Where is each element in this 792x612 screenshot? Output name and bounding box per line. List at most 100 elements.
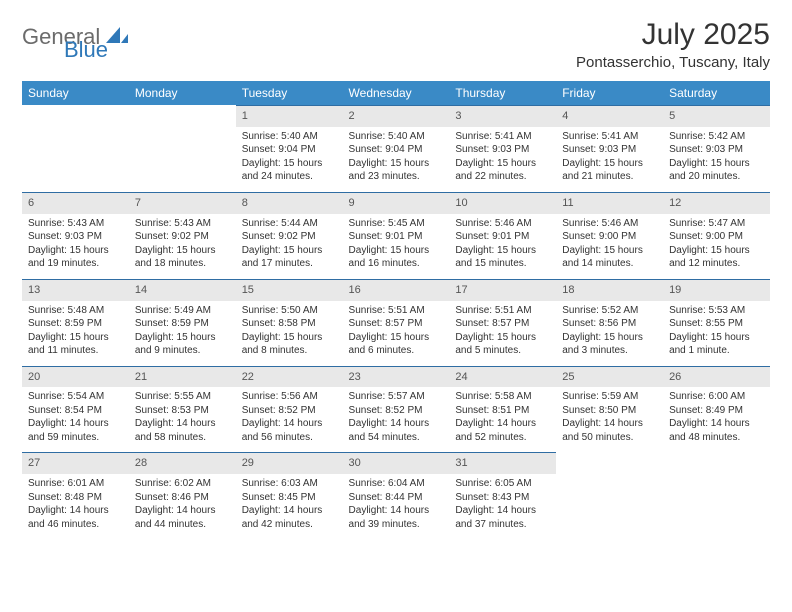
day-line: Sunrise: 5:59 AM (562, 390, 657, 404)
calendar-week-row: 20Sunrise: 5:54 AMSunset: 8:54 PMDayligh… (22, 366, 770, 453)
day-line: Sunset: 8:58 PM (242, 317, 337, 331)
day-line: Sunrise: 6:00 AM (669, 390, 764, 404)
day-number: 19 (663, 279, 770, 301)
day-number: 2 (343, 105, 450, 127)
dow-sunday: Sunday (22, 81, 129, 105)
day-line: and 9 minutes. (135, 344, 230, 358)
day-line: Sunrise: 5:47 AM (669, 217, 764, 231)
day-line: and 11 minutes. (28, 344, 123, 358)
page-header: General Blue July 2025 Pontasserchio, Tu… (22, 18, 770, 71)
day-number: 5 (663, 105, 770, 127)
day-line: Sunset: 8:57 PM (349, 317, 444, 331)
day-line: Sunset: 9:03 PM (455, 143, 550, 157)
day-number: 14 (129, 279, 236, 301)
day-line: Daylight: 15 hours (28, 331, 123, 345)
day-body: Sunrise: 5:40 AMSunset: 9:04 PMDaylight:… (236, 127, 343, 192)
day-line: Sunset: 9:01 PM (455, 230, 550, 244)
day-line: Sunset: 9:01 PM (349, 230, 444, 244)
day-line: and 21 minutes. (562, 170, 657, 184)
day-number: 21 (129, 366, 236, 388)
day-number: 22 (236, 366, 343, 388)
day-body: Sunrise: 6:05 AMSunset: 8:43 PMDaylight:… (449, 474, 556, 539)
day-line: Sunrise: 5:46 AM (455, 217, 550, 231)
day-cell: 22Sunrise: 5:56 AMSunset: 8:52 PMDayligh… (236, 366, 343, 453)
day-line: Sunrise: 5:51 AM (349, 304, 444, 318)
day-line: Sunset: 9:04 PM (242, 143, 337, 157)
day-line: Daylight: 15 hours (135, 331, 230, 345)
day-line: Sunrise: 5:55 AM (135, 390, 230, 404)
day-line: Sunrise: 5:53 AM (669, 304, 764, 318)
day-body: Sunrise: 5:49 AMSunset: 8:59 PMDaylight:… (129, 301, 236, 366)
day-body: Sunrise: 5:59 AMSunset: 8:50 PMDaylight:… (556, 387, 663, 452)
day-line: Daylight: 15 hours (28, 244, 123, 258)
day-body: Sunrise: 5:41 AMSunset: 9:03 PMDaylight:… (556, 127, 663, 192)
day-line: Sunrise: 5:49 AM (135, 304, 230, 318)
day-body: Sunrise: 6:00 AMSunset: 8:49 PMDaylight:… (663, 387, 770, 452)
day-line: Daylight: 15 hours (455, 331, 550, 345)
day-line: Daylight: 15 hours (562, 331, 657, 345)
day-line: and 1 minute. (669, 344, 764, 358)
dow-wednesday: Wednesday (343, 81, 450, 105)
day-body: Sunrise: 5:58 AMSunset: 8:51 PMDaylight:… (449, 387, 556, 452)
title-block: July 2025 Pontasserchio, Tuscany, Italy (576, 18, 770, 71)
day-number: 3 (449, 105, 556, 127)
day-line: Daylight: 15 hours (455, 157, 550, 171)
day-number: 28 (129, 452, 236, 474)
day-number: 10 (449, 192, 556, 214)
day-number: 16 (343, 279, 450, 301)
calendar-week-row: 13Sunrise: 5:48 AMSunset: 8:59 PMDayligh… (22, 279, 770, 366)
day-line: Sunset: 9:04 PM (349, 143, 444, 157)
day-line: and 56 minutes. (242, 431, 337, 445)
day-cell: 23Sunrise: 5:57 AMSunset: 8:52 PMDayligh… (343, 366, 450, 453)
day-number: 11 (556, 192, 663, 214)
day-number: 29 (236, 452, 343, 474)
month-title: July 2025 (576, 18, 770, 52)
day-cell: 26Sunrise: 6:00 AMSunset: 8:49 PMDayligh… (663, 366, 770, 453)
day-line: Sunrise: 5:57 AM (349, 390, 444, 404)
day-cell: 10Sunrise: 5:46 AMSunset: 9:01 PMDayligh… (449, 192, 556, 279)
day-number: 30 (343, 452, 450, 474)
day-line: and 24 minutes. (242, 170, 337, 184)
day-line: Daylight: 15 hours (349, 244, 444, 258)
day-body: Sunrise: 5:54 AMSunset: 8:54 PMDaylight:… (22, 387, 129, 452)
day-number: 25 (556, 366, 663, 388)
brand-logo: General Blue (22, 24, 130, 50)
day-body: Sunrise: 6:02 AMSunset: 8:46 PMDaylight:… (129, 474, 236, 539)
day-body: Sunrise: 5:57 AMSunset: 8:52 PMDaylight:… (343, 387, 450, 452)
day-line: Sunset: 8:44 PM (349, 491, 444, 505)
day-line: Sunset: 9:03 PM (28, 230, 123, 244)
day-line: Daylight: 14 hours (349, 504, 444, 518)
day-line: Sunset: 8:57 PM (455, 317, 550, 331)
day-line: Daylight: 15 hours (669, 331, 764, 345)
day-line: Sunset: 8:52 PM (242, 404, 337, 418)
day-line: and 15 minutes. (455, 257, 550, 271)
day-body: Sunrise: 5:51 AMSunset: 8:57 PMDaylight:… (343, 301, 450, 366)
day-cell (663, 452, 770, 539)
day-line: Sunrise: 6:05 AM (455, 477, 550, 491)
day-line: Daylight: 15 hours (242, 331, 337, 345)
day-cell: 19Sunrise: 5:53 AMSunset: 8:55 PMDayligh… (663, 279, 770, 366)
day-line: Sunrise: 6:02 AM (135, 477, 230, 491)
day-number: 1 (236, 105, 343, 127)
day-line: Sunset: 9:00 PM (562, 230, 657, 244)
day-number: 17 (449, 279, 556, 301)
day-line: Sunset: 9:02 PM (135, 230, 230, 244)
day-line: Sunset: 8:43 PM (455, 491, 550, 505)
day-line: Daylight: 14 hours (349, 417, 444, 431)
day-body: Sunrise: 5:48 AMSunset: 8:59 PMDaylight:… (22, 301, 129, 366)
day-line: and 8 minutes. (242, 344, 337, 358)
day-line: Sunset: 9:02 PM (242, 230, 337, 244)
day-number: 6 (22, 192, 129, 214)
day-number: 20 (22, 366, 129, 388)
day-line: and 3 minutes. (562, 344, 657, 358)
calendar-week-row: 6Sunrise: 5:43 AMSunset: 9:03 PMDaylight… (22, 192, 770, 279)
day-cell: 4Sunrise: 5:41 AMSunset: 9:03 PMDaylight… (556, 105, 663, 192)
day-cell: 2Sunrise: 5:40 AMSunset: 9:04 PMDaylight… (343, 105, 450, 192)
day-line: Sunset: 8:48 PM (28, 491, 123, 505)
day-cell: 1Sunrise: 5:40 AMSunset: 9:04 PMDaylight… (236, 105, 343, 192)
day-line: and 5 minutes. (455, 344, 550, 358)
day-line: Daylight: 14 hours (135, 417, 230, 431)
day-line: and 18 minutes. (135, 257, 230, 271)
day-line: Daylight: 14 hours (28, 504, 123, 518)
day-number: 12 (663, 192, 770, 214)
